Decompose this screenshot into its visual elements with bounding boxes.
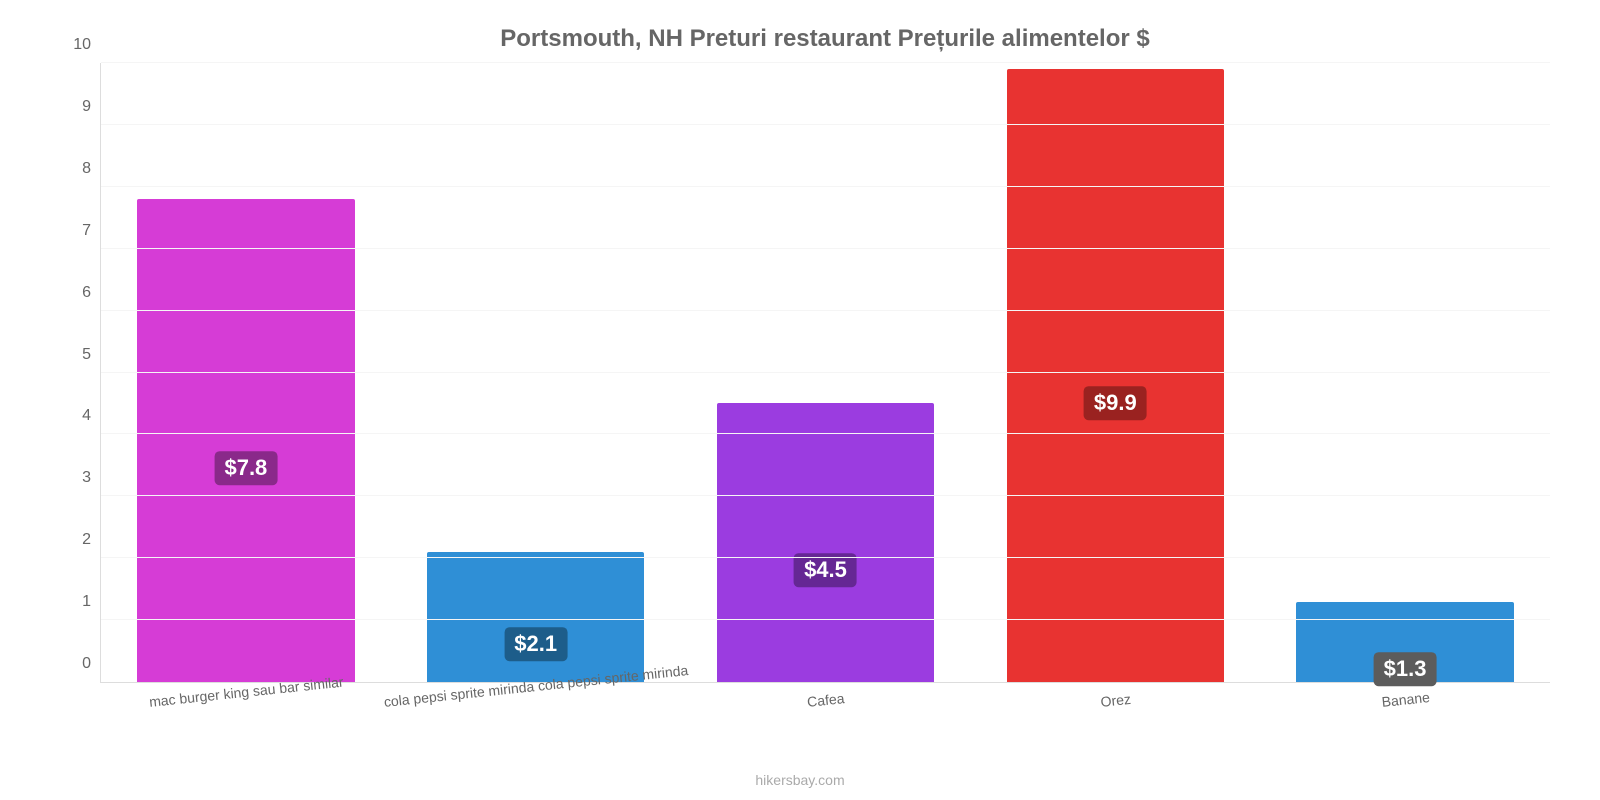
x-axis-label: Cafea bbox=[807, 690, 846, 710]
gridline bbox=[101, 310, 1550, 311]
x-axis-label: Orez bbox=[1100, 691, 1132, 710]
bar: $1.3 bbox=[1296, 602, 1513, 682]
y-tick-label: 10 bbox=[73, 36, 91, 54]
y-tick-label: 3 bbox=[82, 469, 91, 487]
gridline bbox=[101, 433, 1550, 434]
gridline bbox=[101, 62, 1550, 63]
gridline bbox=[101, 372, 1550, 373]
y-tick-label: 4 bbox=[82, 407, 91, 425]
plot-area: $7.8mac burger king sau bar similar$2.1c… bbox=[100, 63, 1550, 683]
bar-slot: $7.8mac burger king sau bar similar bbox=[101, 63, 391, 682]
y-tick-label: 9 bbox=[82, 98, 91, 116]
chart-container: Portsmouth, NH Preturi restaurant Prețur… bbox=[0, 0, 1600, 800]
bar-value-label: $2.1 bbox=[504, 627, 567, 661]
y-tick-label: 0 bbox=[82, 655, 91, 673]
y-tick-label: 2 bbox=[82, 531, 91, 549]
bar: $4.5 bbox=[717, 403, 934, 682]
bar: $7.8 bbox=[137, 199, 354, 682]
bar-value-label: $9.9 bbox=[1084, 386, 1147, 420]
bar-value-label: $1.3 bbox=[1374, 652, 1437, 686]
gridline bbox=[101, 557, 1550, 558]
y-tick-label: 1 bbox=[82, 593, 91, 611]
y-tick-label: 8 bbox=[82, 160, 91, 178]
gridline bbox=[101, 248, 1550, 249]
y-tick-label: 7 bbox=[82, 222, 91, 240]
y-tick-label: 5 bbox=[82, 346, 91, 364]
bar-slot: $2.1cola pepsi sprite mirinda cola pepsi… bbox=[391, 63, 681, 682]
x-axis-label: Banane bbox=[1381, 689, 1431, 710]
bar: $9.9 bbox=[1007, 69, 1224, 682]
bars-wrapper: $7.8mac burger king sau bar similar$2.1c… bbox=[101, 63, 1550, 682]
y-tick-label: 6 bbox=[82, 284, 91, 302]
bar-slot: $1.3Banane bbox=[1260, 63, 1550, 682]
gridline bbox=[101, 619, 1550, 620]
chart-title: Portsmouth, NH Preturi restaurant Prețur… bbox=[100, 25, 1550, 53]
bar: $2.1 bbox=[427, 552, 644, 682]
gridline bbox=[101, 495, 1550, 496]
bar-value-label: $7.8 bbox=[214, 451, 277, 485]
gridline bbox=[101, 124, 1550, 125]
bar-slot: $4.5Cafea bbox=[681, 63, 971, 682]
gridline bbox=[101, 186, 1550, 187]
bar-slot: $9.9Orez bbox=[970, 63, 1260, 682]
footer-credit: hikersbay.com bbox=[755, 772, 844, 788]
